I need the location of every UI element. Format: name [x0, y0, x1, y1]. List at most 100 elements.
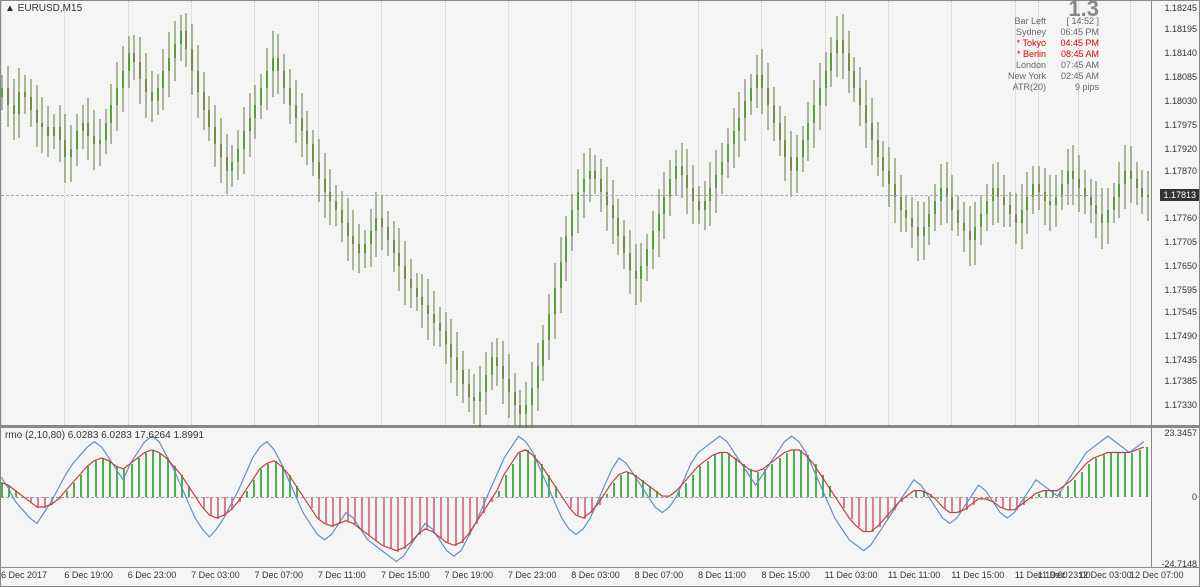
histogram-bar: [332, 497, 334, 527]
spread-number: 1.3: [996, 3, 1099, 14]
histogram-bar: [404, 497, 406, 549]
histogram-bar: [1095, 458, 1097, 496]
histogram-bar: [1052, 491, 1054, 496]
histogram-bar: [534, 455, 536, 496]
histogram-bar: [411, 497, 413, 544]
histogram-bar: [995, 497, 997, 502]
time-label: 6 Dec 19:00: [64, 570, 113, 580]
histogram-bar: [743, 464, 745, 497]
histogram-bar: [728, 453, 730, 497]
y-tick-label: 1.17870: [1164, 166, 1197, 176]
histogram-bar: [980, 497, 982, 500]
histogram-bar: [354, 497, 356, 524]
histogram-bar: [116, 466, 118, 496]
y-tick-label: 1.17545: [1164, 307, 1197, 317]
histogram-bar: [491, 497, 493, 502]
histogram-bar: [347, 497, 349, 522]
time-x-axis: 6 Dec 20176 Dec 19:006 Dec 23:007 Dec 03…: [1, 568, 1199, 586]
histogram-bar: [851, 497, 853, 519]
histogram-bar: [642, 480, 644, 496]
histogram-bar: [815, 464, 817, 497]
histogram-bar: [584, 497, 586, 519]
time-label: 7 Dec 15:00: [381, 570, 430, 580]
info-value: 02:45 AM: [1054, 71, 1099, 82]
main-price-chart[interactable]: ▲ EURUSD,M15 1.3 Bar Left[ 14:52 ]Sydney…: [1, 1, 1199, 428]
histogram-bar: [570, 497, 572, 508]
histogram-bar: [131, 464, 133, 497]
histogram-bar: [1117, 453, 1119, 497]
histogram-bar: [152, 450, 154, 497]
y-tick-label: 1.17385: [1164, 376, 1197, 386]
histogram-bar: [15, 491, 17, 496]
histogram-bar: [865, 497, 867, 533]
histogram-bar: [944, 497, 946, 508]
histogram-bar: [771, 464, 773, 497]
histogram-bar: [714, 455, 716, 496]
info-label: New York: [996, 71, 1046, 82]
histogram-bar: [419, 497, 421, 535]
y-tick-label: 1.18085: [1164, 72, 1197, 82]
histogram-bar: [311, 497, 313, 508]
histogram-bar: [1088, 464, 1090, 497]
time-label: 6 Dec 2017: [1, 570, 47, 580]
histogram-bar: [807, 455, 809, 496]
histogram-bar: [764, 469, 766, 496]
histogram-bar: [239, 497, 241, 502]
histogram-bar: [30, 497, 32, 502]
histogram-bar: [721, 453, 723, 497]
histogram-bar: [822, 475, 824, 497]
histogram-bar: [1124, 453, 1126, 497]
time-label: 7 Dec 03:00: [191, 570, 240, 580]
time-label: 8 Dec 03:00: [571, 570, 620, 580]
histogram-bar: [188, 486, 190, 497]
info-label: * Berlin: [996, 49, 1046, 60]
grid-line: [1130, 1, 1131, 425]
histogram-bar: [779, 458, 781, 496]
histogram-bar: [649, 486, 651, 497]
histogram-bar: [1074, 480, 1076, 496]
grid-line: [888, 1, 889, 425]
histogram-bar: [656, 491, 658, 496]
histogram-bar: [440, 497, 442, 538]
histogram-bar: [203, 497, 205, 508]
time-label: 7 Dec 19:00: [445, 570, 494, 580]
histogram-bar: [699, 466, 701, 496]
price-chart-area[interactable]: ▲ EURUSD,M15 1.3 Bar Left[ 14:52 ]Sydney…: [1, 1, 1151, 425]
histogram-bar: [1023, 497, 1025, 505]
histogram-bar: [1045, 491, 1047, 496]
histogram-bar: [167, 458, 169, 496]
histogram-bar: [217, 497, 219, 519]
trading-chart-window: ▲ EURUSD,M15 1.3 Bar Left[ 14:52 ]Sydney…: [0, 0, 1200, 587]
histogram-bar: [707, 461, 709, 497]
histogram-bar: [923, 491, 925, 496]
histogram-bar: [541, 464, 543, 497]
y-tick-label: 1.18245: [1164, 3, 1197, 13]
histogram-bar: [1139, 450, 1141, 497]
histogram-bar: [455, 497, 457, 546]
histogram-bar: [678, 491, 680, 496]
histogram-bar: [512, 464, 514, 497]
histogram-bar: [80, 475, 82, 497]
indicator-chart-area[interactable]: rmo (2,10,80) 6.0283 6.0283 17.6264 1.89…: [1, 428, 1151, 567]
histogram-bar: [109, 461, 111, 497]
current-price-line: [1, 195, 1103, 196]
histogram-bar: [145, 453, 147, 497]
histogram-bar: [390, 497, 392, 549]
info-label: * Tokyo: [996, 38, 1046, 49]
histogram-bar: [555, 486, 557, 497]
info-value: 04:45 PM: [1054, 38, 1099, 49]
symbol-title: ▲ EURUSD,M15: [5, 3, 82, 14]
histogram-bar: [224, 497, 226, 516]
histogram-bar: [253, 480, 255, 496]
histogram-bar: [37, 497, 39, 508]
info-value: [ 14:52 ]: [1054, 16, 1099, 27]
histogram-bar: [1146, 447, 1148, 496]
histogram-bar: [181, 475, 183, 497]
y-tick-label: 1.17650: [1164, 261, 1197, 271]
rmo-indicator-chart[interactable]: rmo (2,10,80) 6.0283 6.0283 17.6264 1.89…: [1, 428, 1199, 568]
grid-line: [254, 1, 255, 425]
histogram-bar: [476, 497, 478, 524]
histogram-bar: [800, 450, 802, 497]
grid-line: [318, 1, 319, 425]
info-label: Bar Left: [996, 16, 1046, 27]
